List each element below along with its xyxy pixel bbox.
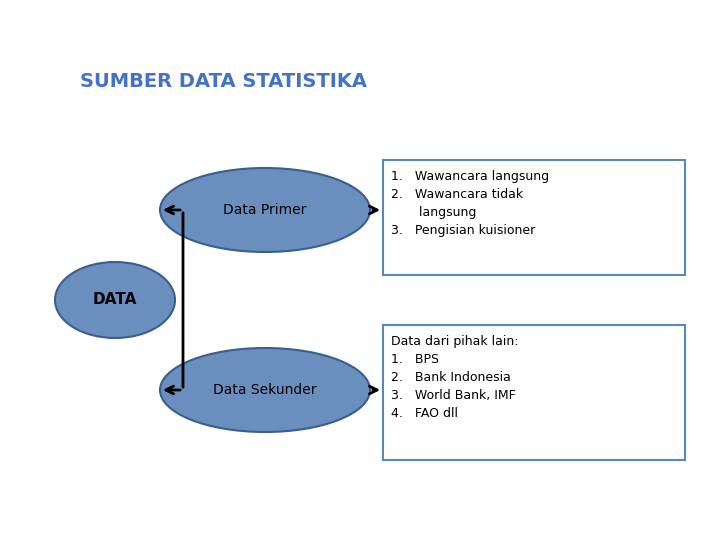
FancyBboxPatch shape (383, 160, 685, 275)
Text: DATA: DATA (93, 293, 138, 307)
Text: Data Sekunder: Data Sekunder (213, 383, 317, 397)
Ellipse shape (160, 348, 370, 432)
Text: 1.   Wawancara langsung
2.   Wawancara tidak
       langsung
3.   Pengisian kuis: 1. Wawancara langsung 2. Wawancara tidak… (391, 170, 549, 237)
FancyBboxPatch shape (383, 325, 685, 460)
Ellipse shape (55, 262, 175, 338)
Text: SUMBER DATA STATISTIKA: SUMBER DATA STATISTIKA (80, 72, 367, 91)
Ellipse shape (160, 168, 370, 252)
Text: Data dari pihak lain:
1.   BPS
2.   Bank Indonesia
3.   World Bank, IMF
4.   FAO: Data dari pihak lain: 1. BPS 2. Bank Ind… (391, 335, 518, 420)
Text: Data Primer: Data Primer (223, 203, 307, 217)
